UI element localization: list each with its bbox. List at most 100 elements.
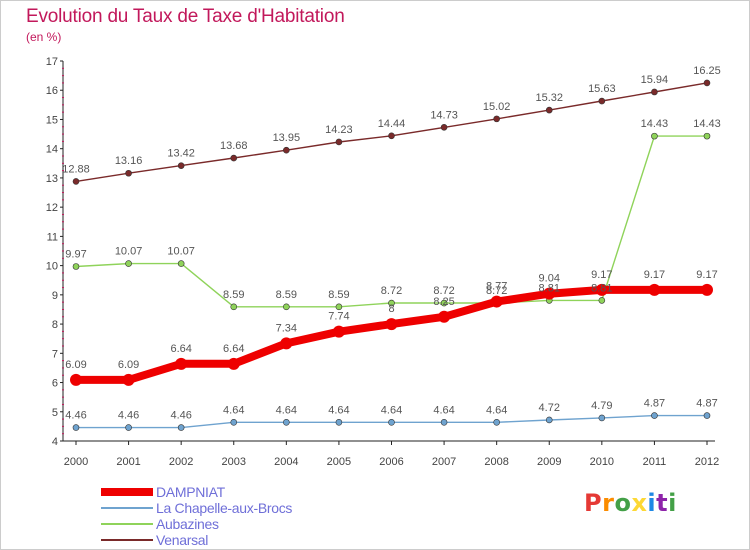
data-label: 9.04	[539, 273, 560, 285]
x-tick-label: 2008	[484, 456, 508, 468]
y-tick-label: 5	[52, 407, 58, 419]
series-la-chapelle-aux-brocs	[72, 412, 711, 431]
data-point	[335, 303, 343, 311]
series-venarsal	[72, 79, 711, 185]
data-point	[490, 295, 503, 308]
x-tick-label: 2006	[379, 456, 403, 468]
data-label: 4.72	[539, 402, 560, 414]
data-point	[701, 283, 713, 296]
data-label: 6.09	[65, 359, 86, 371]
data-point	[388, 132, 395, 140]
x-tick-label: 2005	[327, 456, 351, 468]
legend-item-venarsal: Venarsal	[101, 532, 361, 548]
data-label: 15.02	[483, 101, 511, 113]
data-label: 8	[388, 303, 394, 315]
data-label: 4.64	[433, 404, 454, 416]
data-label: 6.09	[118, 359, 139, 371]
y-tick-label: 12	[46, 202, 58, 214]
x-tick-label: 2010	[590, 456, 614, 468]
data-label: 4.64	[486, 404, 507, 416]
data-label: 4.87	[696, 398, 717, 410]
data-label: 14.44	[378, 118, 406, 130]
data-label: 4.64	[223, 404, 244, 416]
data-point	[648, 283, 661, 296]
data-point	[72, 424, 80, 431]
x-tick-label: 2012	[695, 456, 719, 468]
data-label: 13.95	[273, 132, 301, 144]
data-point	[440, 418, 448, 426]
data-label: 13.68	[220, 140, 248, 152]
data-point	[332, 325, 345, 338]
data-point	[230, 418, 238, 426]
x-tick-label: 2001	[116, 456, 140, 468]
data-labels: 12.88 13.16 13.42 13.68 13.95 14.23 14.44 14.73…	[62, 65, 721, 422]
data-label: 7.34	[276, 322, 297, 334]
data-point	[230, 303, 238, 311]
y-tick-label: 13	[46, 173, 58, 185]
x-tick-label: 2000	[64, 456, 88, 468]
y-tick-label: 15	[46, 114, 58, 126]
data-point	[227, 357, 240, 370]
data-label: 9.17	[696, 269, 717, 281]
legend-label-aubazines: Aubazines	[156, 516, 219, 532]
data-point	[388, 418, 395, 426]
x-tick-label: 2007	[432, 456, 456, 468]
data-label: 8.77	[486, 281, 507, 293]
data-label: 4.87	[644, 398, 665, 410]
legend-swatch-la-chapelle	[101, 507, 153, 509]
data-label: 4.64	[276, 404, 297, 416]
data-point	[651, 132, 658, 140]
data-point	[72, 263, 80, 270]
legend-swatch-dampniat	[101, 488, 153, 496]
y-tick-label: 9	[52, 290, 58, 302]
data-point	[493, 418, 500, 426]
data-point	[335, 418, 343, 426]
data-label: 4.79	[591, 400, 612, 412]
data-label: 10.07	[115, 246, 143, 258]
data-point	[598, 97, 606, 105]
series-dampniat	[70, 283, 713, 386]
data-point	[651, 88, 658, 96]
data-point	[283, 418, 290, 426]
data-label: 8.59	[328, 289, 349, 301]
legend-label-dampniat: DAMPNIAT	[156, 484, 225, 500]
logo-letter: i	[647, 489, 657, 517]
y-tick-label: 17	[46, 56, 58, 68]
y-tick-label: 7	[52, 348, 58, 360]
data-label: 6.64	[223, 343, 244, 355]
legend-item-aubazines: Aubazines	[101, 516, 361, 532]
legend-label-venarsal: Venarsal	[156, 532, 209, 548]
logo-letter: t	[656, 489, 669, 517]
y-tick-label: 8	[52, 319, 58, 331]
data-point	[385, 318, 398, 331]
data-point	[125, 424, 132, 431]
x-tick-label: 2002	[169, 456, 193, 468]
data-point	[703, 79, 711, 87]
data-label: 13.42	[167, 148, 195, 160]
legend-item-dampniat: DAMPNIAT	[101, 484, 361, 500]
proxiti-logo: Proxiti	[584, 489, 677, 517]
x-tick-label: 2003	[222, 456, 246, 468]
data-point	[177, 424, 185, 431]
data-point	[651, 412, 658, 419]
legend-item-la-chapelle: La Chapelle-aux-Brocs	[101, 500, 361, 516]
y-tick-label: 10	[46, 261, 58, 273]
logo-letter: x	[631, 489, 648, 517]
data-point	[335, 138, 343, 146]
data-label: 9.17	[644, 269, 665, 281]
data-point	[125, 260, 132, 267]
data-label: 8.72	[433, 285, 454, 297]
data-label: 14.43	[693, 118, 721, 130]
series-line-venarsal	[75, 82, 708, 183]
data-label: 8.81	[539, 282, 560, 294]
data-label: 13.16	[115, 155, 143, 167]
data-point	[175, 357, 188, 370]
logo-letter: o	[614, 489, 632, 517]
data-label: 10.07	[167, 246, 195, 258]
data-label: 8.72	[486, 285, 507, 297]
legend-swatch-venarsal	[101, 539, 153, 541]
series-lines	[70, 79, 713, 431]
data-label: 7.74	[328, 311, 349, 323]
data-label: 12.88	[62, 163, 90, 175]
